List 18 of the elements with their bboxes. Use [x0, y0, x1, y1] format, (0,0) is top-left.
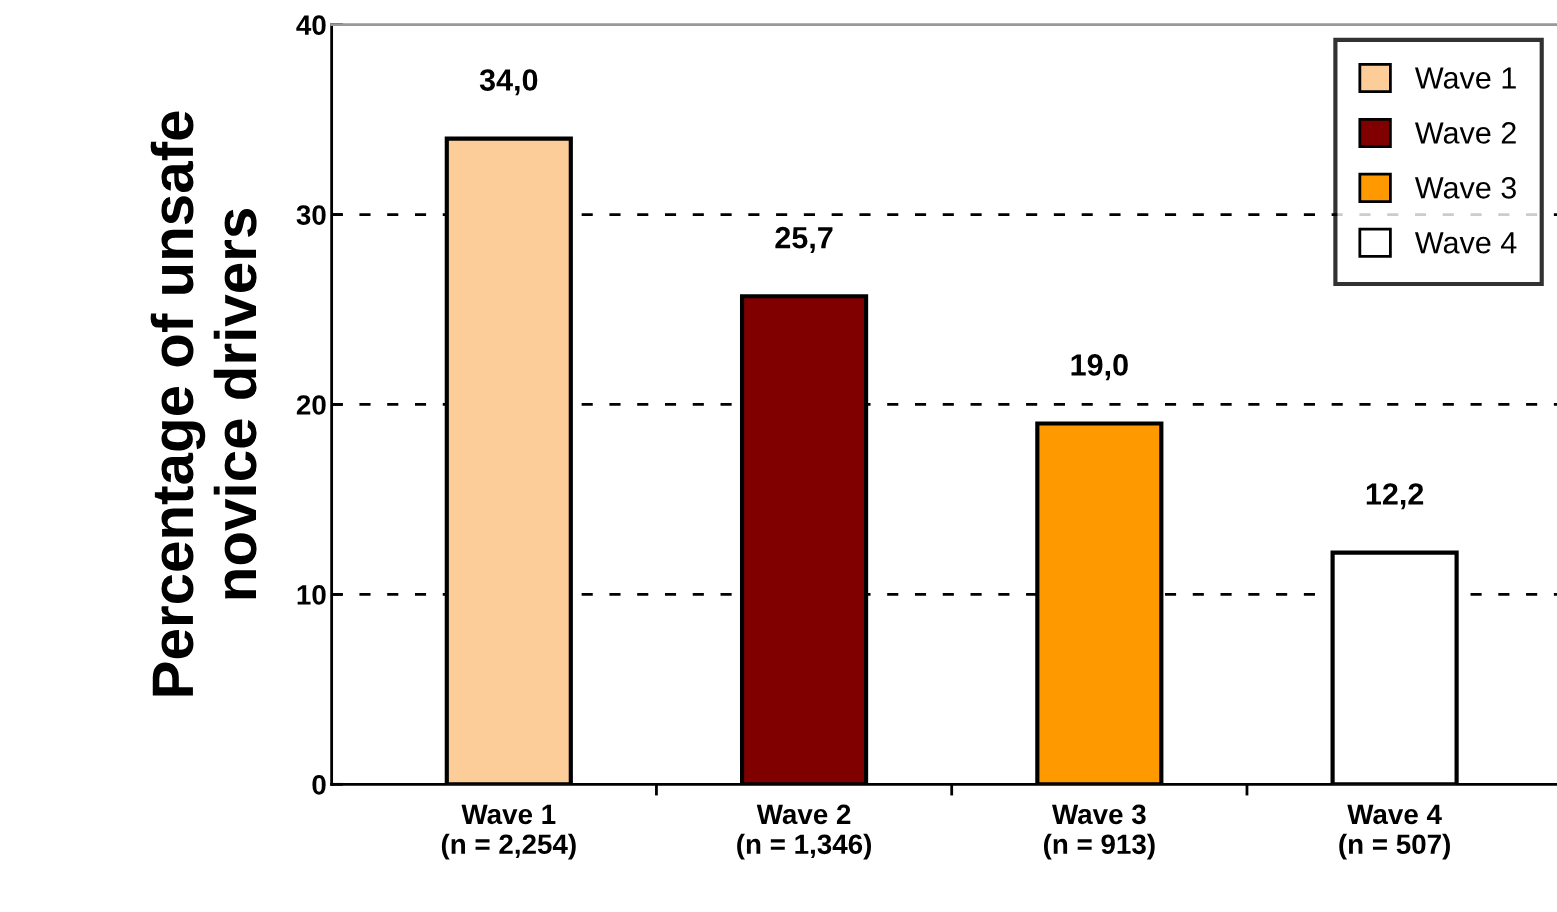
x-tick-label: Wave 1 (n = 2,254): [441, 804, 576, 860]
legend-label: Wave 1: [1414, 67, 1516, 89]
legend-label: Wave 2: [1414, 122, 1516, 144]
y-axis-title: Percentage of unsafe novice drivers: [150, 111, 257, 696]
data-label: 19,0: [1071, 354, 1128, 381]
x-tick-label: Wave 2 (n = 1,346): [737, 804, 872, 860]
y-tick-label: 20: [296, 395, 326, 415]
legend-label: Wave 3: [1414, 177, 1516, 199]
y-tick-label: 10: [297, 585, 326, 605]
data-label: 25,7: [775, 226, 833, 253]
x-tick-label: Wave 3 (n = 913): [1043, 804, 1155, 860]
data-label: 34,0: [479, 69, 538, 96]
y-tick-label: 0: [312, 774, 326, 795]
data-label: 12,2: [1366, 483, 1424, 510]
y-tick-label: 40: [296, 15, 326, 35]
legend-label: Wave 4: [1414, 232, 1517, 254]
y-tick-label: 30: [296, 205, 326, 225]
x-tick-label: Wave 4 (n = 507): [1339, 804, 1450, 860]
